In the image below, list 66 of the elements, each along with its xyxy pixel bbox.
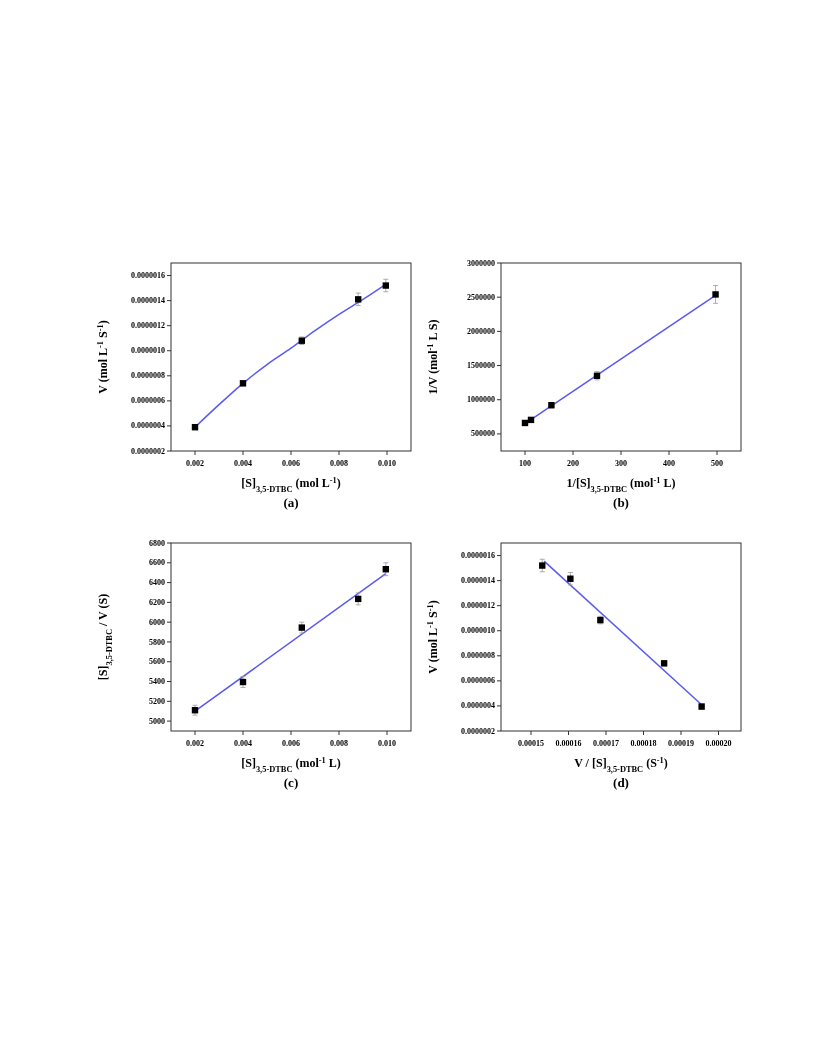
- x-axis-title: V / [S]$_{3,5-DTBC}$ (S$^{-1}$): [574, 755, 668, 774]
- y-tick-label: 0.0000010: [461, 626, 495, 636]
- y-tick-label: 6600: [149, 558, 165, 568]
- x-axis-title: [S]$_{3,5-DTBC}$ (mol L$^{-1}$): [241, 475, 341, 494]
- point: [567, 575, 574, 582]
- y-tick-label: 0.0000010: [131, 346, 165, 356]
- y-tick-label: 5800: [149, 637, 165, 647]
- y-tick-label: 5200: [149, 696, 165, 706]
- x-tick-label: 0.010: [378, 459, 396, 468]
- point: [539, 562, 546, 569]
- x-tick-label: 0.004: [234, 459, 252, 468]
- text: (a): [283, 495, 299, 510]
- x-tick-label: 0.00019: [668, 739, 694, 748]
- y-tick-label: 2500000: [467, 292, 495, 302]
- x-tick-label: 0.00020: [705, 739, 732, 748]
- x-tick-label: 0.00018: [630, 739, 657, 748]
- text: (c): [283, 775, 299, 790]
- y-tick-label: 0.0000002: [131, 446, 165, 456]
- y-tick-label: 1500000: [467, 361, 495, 371]
- x-tick-label: 0.002: [186, 459, 204, 468]
- point: [355, 296, 362, 303]
- y-tick-label: 6400: [149, 578, 165, 588]
- x-tick-label: 0.008: [330, 739, 348, 748]
- x-tick-label: 100: [519, 459, 531, 468]
- x-tick-label: 0.004: [234, 739, 252, 748]
- y-tick-label: 6200: [149, 597, 165, 607]
- x-tick-label: 0.006: [282, 459, 300, 468]
- y-tick-label: 0.0000012: [131, 321, 165, 331]
- x-axis-title: [S]$_{3,5-DTBC}$ (mol$^{-1}$ L): [241, 755, 341, 774]
- y-tick-label: 0.0000004: [461, 701, 495, 711]
- x-tick-label: 400: [663, 459, 675, 468]
- x-tick-label: 500: [711, 459, 723, 468]
- point: [382, 282, 389, 289]
- x-tick-label: 300: [615, 459, 627, 468]
- x-tick-label: 0.00015: [518, 739, 544, 748]
- y-tick-label: 0.0000004: [131, 421, 165, 431]
- y-tick-label: 2000000: [467, 326, 495, 336]
- y-tick-label: 0.0000016: [461, 551, 495, 561]
- x-axis-title: 1/[S]$_{3,5-DTBC}$ (mol$^{-1}$ L): [566, 475, 676, 494]
- y-tick-label: 0.0000016: [131, 271, 165, 281]
- x-tick-label: 0.006: [282, 739, 300, 748]
- x-tick-label: 0.00017: [593, 739, 619, 748]
- y-tick-label: 0.0000014: [461, 576, 495, 586]
- y-tick-label: 0.0000012: [461, 601, 495, 611]
- y-tick-label: 0.0000014: [131, 296, 165, 306]
- y-tick-label: 0.0000008: [461, 651, 495, 661]
- x-tick-label: 200: [567, 459, 579, 468]
- y-tick-label: 6000: [149, 617, 165, 627]
- y-tick-label: 0.0000002: [461, 726, 495, 736]
- y-tick-label: 0.0000008: [131, 371, 165, 381]
- x-tick-label: 0.008: [330, 459, 348, 468]
- y-tick-label: 5400: [149, 677, 165, 687]
- x-tick-label: 0.002: [186, 739, 204, 748]
- y-tick-label: 3000000: [467, 258, 495, 268]
- text: (b): [613, 495, 629, 510]
- x-tick-label: 0.00016: [555, 739, 582, 748]
- point: [712, 291, 719, 298]
- y-tick-label: 500000: [471, 429, 495, 439]
- x-tick-label: 0.010: [378, 739, 396, 748]
- y-tick-label: 1000000: [467, 395, 495, 405]
- y-tick-label: 5600: [149, 657, 165, 667]
- y-tick-label: 0.0000006: [131, 396, 165, 406]
- y-tick-label: 5000: [149, 716, 165, 726]
- y-tick-label: 0.0000006: [461, 676, 495, 686]
- text: (d): [613, 775, 629, 790]
- y-tick-label: 6800: [149, 538, 165, 548]
